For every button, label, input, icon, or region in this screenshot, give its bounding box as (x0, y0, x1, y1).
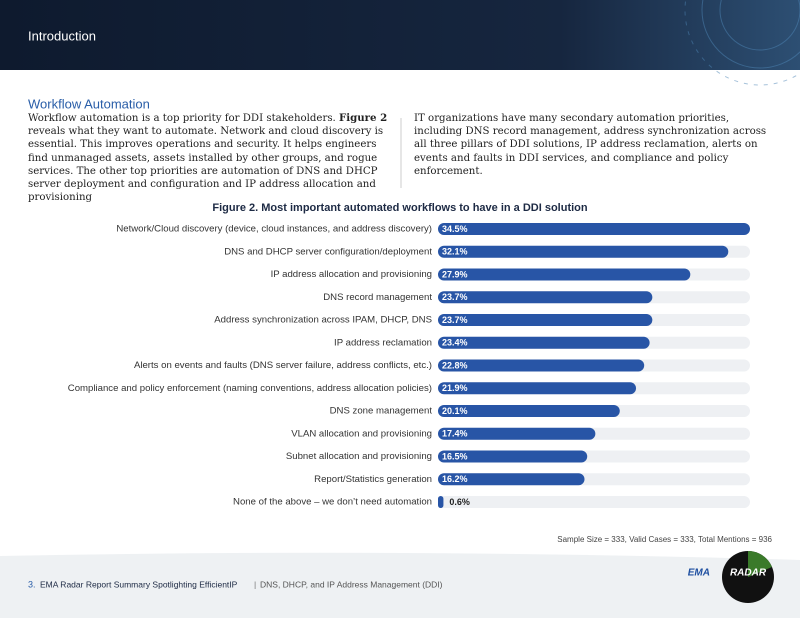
bar (438, 268, 691, 281)
category-label: None of the above – we don’t need automa… (233, 497, 432, 508)
bar-track (438, 496, 750, 508)
category-label: Address synchronization across IPAM, DHC… (214, 315, 432, 326)
section-title: Workflow Automation (28, 96, 150, 111)
value-label: 22.8% (442, 360, 468, 370)
value-label: 20.1% (442, 406, 468, 416)
value-label: 0.6% (449, 497, 470, 507)
bar (438, 496, 444, 508)
right-paragraph: IT organizations have many secondary aut… (414, 113, 767, 177)
left-paragraph: Workflow automation is a top priority fo… (28, 112, 390, 204)
category-label: Alerts on events and faults (DNS server … (134, 360, 432, 371)
paragraph-text: reveals what they want to automate. Netw… (28, 126, 384, 204)
bar (438, 336, 650, 349)
category-label: Report/Statistics generation (314, 474, 432, 485)
value-label: 23.7% (442, 292, 468, 302)
footer-report: EMA Radar Report Summary Spotlighting Ef… (40, 579, 238, 589)
category-label: DNS and DHCP server configuration/deploy… (224, 246, 432, 257)
category-label: Network/Cloud discovery (device, cloud i… (116, 224, 432, 235)
logo-product: RADAR (730, 568, 767, 579)
bar (438, 223, 750, 235)
bar (438, 359, 645, 372)
chart-title: Figure 2. Most important automated workf… (212, 202, 588, 214)
category-label: IP address allocation and provisioning (271, 269, 432, 280)
category-label: Subnet allocation and provisioning (286, 451, 432, 462)
value-label: 21.9% (442, 383, 468, 393)
bar (438, 245, 729, 258)
bar (438, 405, 620, 417)
value-label: 32.1% (442, 247, 468, 257)
bar (438, 382, 637, 395)
bar (438, 291, 653, 304)
category-label: Compliance and policy enforcement (namin… (68, 383, 432, 394)
paragraph-text: Workflow automation is a top priority fo… (28, 113, 340, 124)
footer-separator: | (254, 579, 256, 589)
footer-band (0, 552, 800, 618)
footer-topic: DNS, DHCP, and IP Address Management (DD… (260, 579, 443, 589)
logo-sweep (748, 551, 772, 577)
value-label: 16.5% (442, 451, 468, 461)
value-label: 34.5% (442, 224, 468, 234)
value-label: 23.4% (442, 338, 468, 348)
chart-note: Sample Size = 333, Valid Cases = 333, To… (557, 535, 772, 544)
footer-page: 3. (28, 579, 36, 589)
value-label: 17.4% (442, 429, 468, 439)
bar (438, 450, 588, 463)
value-label: 23.7% (442, 315, 468, 325)
category-label: VLAN allocation and provisioning (291, 428, 432, 439)
category-label: IP address reclamation (334, 337, 432, 348)
bar (438, 427, 596, 440)
bar (438, 473, 585, 486)
figure-reference: Figure 2 (339, 112, 388, 124)
logo-brand: EMA (688, 568, 710, 579)
value-label: 27.9% (442, 269, 468, 279)
category-label: DNS zone management (330, 406, 433, 417)
bar (438, 314, 653, 326)
header-band (0, 0, 800, 70)
header-title: Introduction (28, 28, 96, 43)
header-decoration (684, 0, 800, 86)
value-label: 16.2% (442, 474, 468, 484)
category-label: DNS record management (323, 292, 432, 303)
